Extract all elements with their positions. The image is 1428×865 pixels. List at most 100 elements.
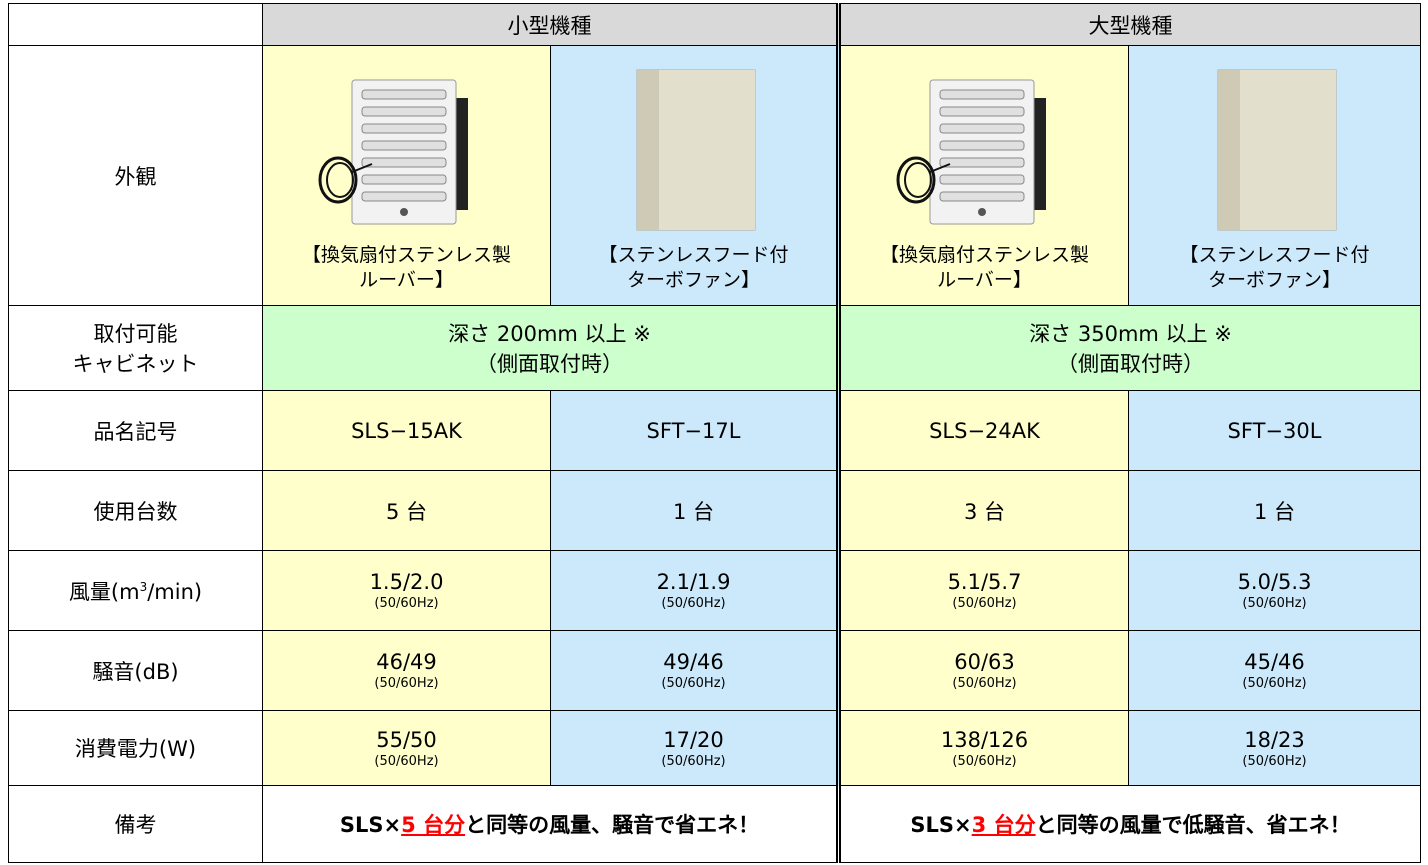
row-label: 使用台数 [8, 470, 263, 551]
value-cell: 1 台 [550, 470, 839, 551]
row-label: 消費電力(W) [8, 710, 263, 786]
spec-value: 2.1/1.9 [656, 570, 731, 594]
spec-value: 138/126 [940, 727, 1029, 752]
spec-value: 46/49 [376, 650, 437, 674]
row-label: 品名記号 [8, 390, 263, 471]
spec-value: 49/46 [663, 650, 724, 674]
spec-cell: 1.5/2.0 (50/60Hz) [262, 550, 551, 631]
image-box [551, 58, 836, 243]
label-part: /min) [147, 579, 203, 604]
text-line: 深さ 350mm 以上 ※ [1029, 322, 1232, 346]
corner-cell [8, 3, 263, 46]
table-row: 備考 SLS×5 台分と同等の風量、騒音で省エネ！ SLS×3 台分と同等の風量で低… [8, 785, 1421, 863]
louver-image [318, 79, 468, 224]
remark-part: 5 台分 [401, 813, 466, 837]
image-box [841, 58, 1128, 243]
value-cell: 1 台 [1128, 470, 1421, 551]
product-cell: 【換気扇付ステンレス製 ルーバー】 [836, 45, 1129, 306]
spec-cell: 45/46 (50/60Hz) [1128, 630, 1421, 711]
spec-note: (50/60Hz) [952, 676, 1017, 691]
row-label: 外観 [8, 45, 263, 306]
spec-cell: 2.1/1.9 (50/60Hz) [550, 550, 839, 631]
spec-note: (50/60Hz) [952, 596, 1017, 611]
text-line: ルーバー】 [359, 269, 454, 291]
table-row: 外観 【換気扇付ステンレス製 ルーバー】 【ステンレスフード付 ターボファン】 【換… [8, 45, 1421, 306]
spec-value: 5.0/5.3 [1237, 570, 1312, 594]
value-cell: SLS−24AK [836, 390, 1129, 471]
text-line: キャビネット [72, 352, 199, 376]
remark-part: SLS× [910, 813, 972, 837]
row-label: 備考 [8, 785, 263, 863]
table-row: 小型機種 大型機種 [8, 3, 1421, 46]
spec-value: 18/23 [1244, 727, 1305, 752]
image-box [1129, 58, 1420, 243]
cabinet-cell: 深さ 200mm 以上 ※ （側面取付時） [262, 305, 839, 391]
table-row: 風量(m3/min) 1.5/2.0 (50/60Hz) 2.1/1.9 (50/60H… [8, 550, 1421, 631]
spec-value: 45/46 [1244, 650, 1305, 674]
text-line: 取付可能 [93, 322, 178, 346]
row-label: 風量(m3/min) [8, 550, 263, 631]
text-line: ターボファン】 [1207, 269, 1341, 291]
spec-value: 55/50 [376, 727, 437, 752]
remarks-cell: SLS×5 台分と同等の風量、騒音で省エネ！ [262, 785, 839, 863]
superscript: 3 [139, 579, 148, 594]
remark-part: と同等の風量で低騒音、省エネ！ [1035, 813, 1351, 837]
louver-image [896, 79, 1046, 224]
table-row: 取付可能キャビネット 深さ 200mm 以上 ※ （側面取付時） 深さ 350mm 以… [8, 305, 1421, 391]
value-cell: 3 台 [836, 470, 1129, 551]
remark-part: SLS× [339, 813, 402, 837]
text-line: ターボファン】 [626, 269, 760, 291]
value-cell: 5 台 [262, 470, 551, 551]
spec-cell: 17/20 (50/60Hz) [550, 710, 839, 786]
turbofan-image [636, 69, 755, 230]
image-box [263, 58, 550, 243]
spec-note: (50/60Hz) [374, 753, 439, 769]
spec-note: (50/60Hz) [1242, 596, 1307, 611]
spec-cell: 55/50 (50/60Hz) [262, 710, 551, 786]
spec-cell: 138/126 (50/60Hz) [836, 710, 1129, 786]
cabinet-cell: 深さ 350mm 以上 ※ （側面取付時） [836, 305, 1421, 391]
spec-note: (50/60Hz) [374, 676, 439, 691]
spec-note: (50/60Hz) [661, 676, 726, 691]
product-cell: 【ステンレスフード付 ターボファン】 [550, 45, 839, 306]
spec-cell: 5.1/5.7 (50/60Hz) [836, 550, 1129, 631]
text-line: （側面取付時） [476, 352, 623, 376]
header-cell: 小型機種 [262, 3, 839, 46]
spec-note: (50/60Hz) [661, 596, 726, 611]
table-body: 小型機種 大型機種 外観 【換気扇付ステンレス製 ルーバー】 【ステンレスフード付 ター… [8, 3, 1421, 863]
product-cell: 【換気扇付ステンレス製 ルーバー】 [262, 45, 551, 306]
spec-value: 60/63 [954, 650, 1015, 674]
value-cell: SFT−17L [550, 390, 839, 471]
turbofan-image [1217, 69, 1336, 230]
spec-cell: 49/46 (50/60Hz) [550, 630, 839, 711]
table-row: 騒音(dB) 46/49 (50/60Hz) 49/46 (50/60Hz) 60/63 (… [8, 630, 1421, 711]
header-cell: 大型機種 [836, 3, 1421, 46]
value-cell: SLS−15AK [262, 390, 551, 471]
text-line: 深さ 200mm 以上 ※ [448, 322, 651, 346]
comparison-table: 小型機種 大型機種 外観 【換気扇付ステンレス製 ルーバー】 【ステンレスフード付 ター… [8, 3, 1421, 863]
text-line: 【換気扇付ステンレス製 [879, 244, 1089, 266]
table-row: 消費電力(W) 55/50 (50/60Hz) 17/20 (50/60Hz) 138/1… [8, 710, 1421, 786]
table-row: 品名記号 SLS−15AK SFT−17L SLS−24AK SFT−30L [8, 390, 1421, 471]
spec-value: 1.5/2.0 [369, 570, 444, 594]
spec-note: (50/60Hz) [1242, 676, 1307, 691]
spec-note: (50/60Hz) [374, 596, 439, 611]
product-cell: 【ステンレスフード付 ターボファン】 [1128, 45, 1421, 306]
spec-cell: 46/49 (50/60Hz) [262, 630, 551, 711]
spec-cell: 60/63 (50/60Hz) [836, 630, 1129, 711]
spec-note: (50/60Hz) [661, 753, 726, 769]
spec-value: 5.1/5.7 [947, 570, 1022, 594]
remark-part: と同等の風量、騒音で省エネ！ [465, 813, 760, 837]
value-cell: SFT−30L [1128, 390, 1421, 471]
row-label: 騒音(dB) [8, 630, 263, 711]
spec-note: (50/60Hz) [1242, 753, 1307, 769]
label-part: 風量(m [68, 579, 140, 604]
remark-part: 3 台分 [971, 813, 1036, 837]
spec-cell: 18/23 (50/60Hz) [1128, 710, 1421, 786]
row-label: 取付可能キャビネット [8, 305, 263, 391]
spec-note: (50/60Hz) [952, 753, 1017, 769]
spec-cell: 5.0/5.3 (50/60Hz) [1128, 550, 1421, 631]
text-line: 【ステンレスフード付 [1179, 244, 1370, 266]
